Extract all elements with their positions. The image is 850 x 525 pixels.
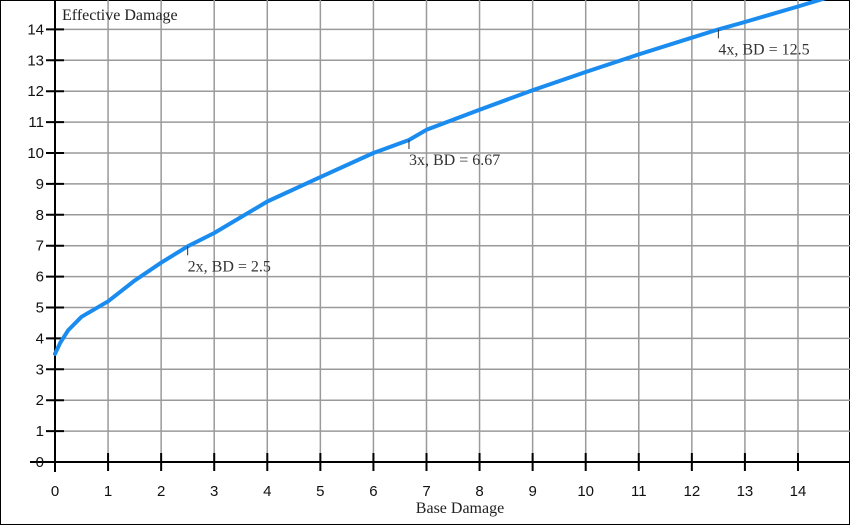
- x-axis-ticks: 0 1 2 3 4 5 6 7 8 9 10 11 12 13 14: [51, 453, 806, 500]
- x-axis-title: Base Damage: [416, 500, 504, 517]
- y-tick-label: 8: [36, 207, 44, 224]
- y-tick-label: 11: [28, 114, 44, 131]
- x-tick-label: 3: [210, 483, 218, 500]
- x-tick-label: 6: [369, 483, 377, 500]
- y-axis-title: Effective Damage: [62, 7, 178, 24]
- y-tick-label: 10: [27, 145, 44, 162]
- y-tick-label: 9: [36, 176, 44, 193]
- series-group: [53, 0, 826, 356]
- y-tick-label: 7: [36, 238, 44, 255]
- x-tick-label: 1: [104, 483, 112, 500]
- x-tick-label: 5: [316, 483, 324, 500]
- annotations: 2x, BD = 2.5 3x, BD = 6.67 4x, BD = 12.5: [187, 29, 810, 275]
- grid: [55, 0, 850, 462]
- y-tick-label: 3: [36, 361, 44, 378]
- x-tick-label: 11: [631, 483, 647, 500]
- y-tick-label: 0: [36, 454, 44, 471]
- annotation-label: 3x, BD = 6.67: [409, 152, 500, 169]
- x-tick-label: 0: [51, 483, 59, 500]
- axes: [30, 0, 850, 472]
- y-tick-label: 5: [36, 300, 44, 317]
- y-tick-label: 4: [36, 330, 44, 347]
- x-tick-label: 8: [475, 483, 483, 500]
- y-tick-label: 12: [27, 83, 44, 100]
- x-tick-label: 7: [422, 483, 430, 500]
- x-tick-label: 13: [737, 483, 754, 500]
- y-tick-label: 2: [36, 392, 44, 409]
- annotation-label: 4x, BD = 12.5: [718, 41, 809, 58]
- x-tick-label: 14: [790, 483, 807, 500]
- x-tick-label: 12: [683, 483, 700, 500]
- x-tick-label: 10: [577, 483, 594, 500]
- y-tick-label: 14: [27, 21, 44, 38]
- y-tick-label: 1: [36, 423, 44, 440]
- x-tick-label: 2: [157, 483, 165, 500]
- y-tick-label: 6: [36, 269, 44, 286]
- series-line: [53, 0, 826, 356]
- x-tick-label: 4: [263, 483, 271, 500]
- annotation-label: 2x, BD = 2.5: [188, 258, 271, 275]
- x-tick-label: 9: [528, 483, 536, 500]
- y-tick-label: 13: [27, 52, 44, 69]
